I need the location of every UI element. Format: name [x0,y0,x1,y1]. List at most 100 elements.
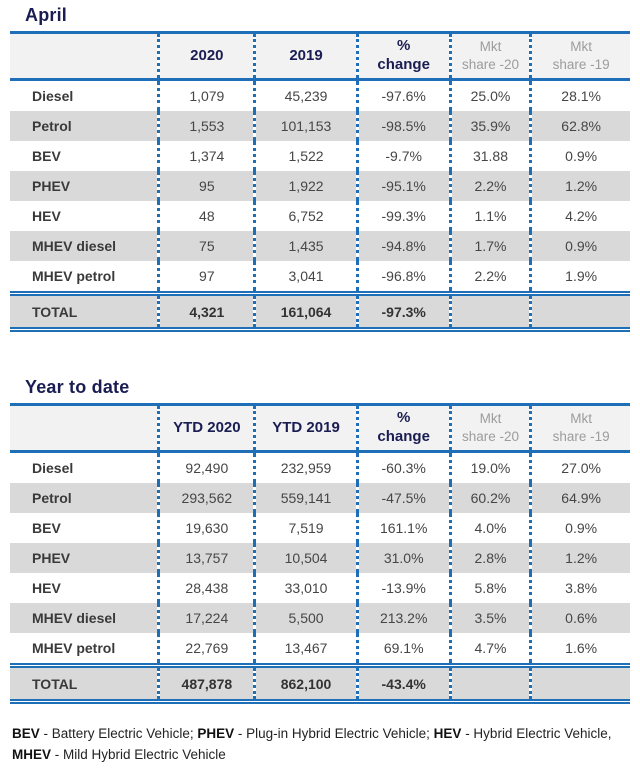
row-label: PHEV [32,178,71,194]
footnote-term-phev: PHEV [197,726,235,741]
data-cell: 31.0% [355,543,451,573]
footnote-term-mhev: MHEV [12,746,52,762]
row-label: MHEV diesel [32,610,117,626]
row-label: BEV [32,148,61,164]
april-table: 2020 2019 % change Mkt share -20 Mkt sha… [10,31,630,332]
row-label: MHEV petrol [32,640,116,656]
total-cell: 4,321 [157,291,255,332]
data-cell: 64.9% [529,483,630,513]
total-cell: 161,064 [253,291,358,332]
data-cell: 1.2% [529,171,630,201]
row-label: Diesel [32,88,74,104]
data-cell: 95 [157,171,255,201]
data-cell: 1.9% [529,261,630,294]
row-label: Petrol [32,118,72,134]
ytd-table: YTD 2020 YTD 2019 % change Mkt share -20… [10,403,630,704]
data-cell: 19,630 [157,513,255,543]
footnote-text: - Hybrid Electric Vehicle, [461,726,612,741]
data-cell: 0.9% [529,513,630,543]
data-cell: -98.5% [355,111,451,141]
total-cell [448,291,531,332]
data-cell: -9.7% [355,141,451,171]
table-row-phev: PHEV 13,757 10,504 31.0% 2.8% 1.2% [10,543,630,573]
data-cell: 10,504 [253,543,358,573]
column-header-2019: 2019 [253,32,358,81]
data-cell: 13,467 [253,633,358,666]
footnote-text: - Plug-in Hybrid Electric Vehicle; [234,726,434,741]
data-cell: 1,435 [253,231,358,261]
column-header-ytd-2020: YTD 2020 [157,404,255,453]
data-cell: 101,153 [253,111,358,141]
total-cell: 487,878 [157,663,255,704]
row-label: MHEV petrol [32,268,116,284]
table-row-bev: BEV 19,630 7,519 161.1% 4.0% 0.9% [10,513,630,543]
data-cell: 22,769 [157,633,255,666]
data-cell: 27.0% [529,451,630,483]
ytd-header-row: YTD 2020 YTD 2019 % change Mkt share -20… [10,404,630,453]
data-cell: 0.9% [529,231,630,261]
row-label: MHEV diesel [32,238,117,254]
data-cell: 75 [157,231,255,261]
data-cell: 1,522 [253,141,358,171]
data-cell: 2.8% [448,543,531,573]
table-row-bev: BEV 1,374 1,522 -9.7% 31.88 0.9% [10,141,630,171]
data-cell: 161.1% [355,513,451,543]
data-cell: 33,010 [253,573,358,603]
table-row-petrol: Petrol 1,553 101,153 -98.5% 35.9% 62.8% [10,111,630,141]
data-cell: 1.1% [448,201,531,231]
data-cell: 60.2% [448,483,531,513]
data-cell: 3.8% [529,573,630,603]
data-cell: 4.0% [448,513,531,543]
column-header-mkt-share-20: Mkt share -20 [448,404,531,453]
row-label: PHEV [32,550,71,566]
total-row: TOTAL 4,321 161,064 -97.3% [10,291,630,332]
data-cell: 0.6% [529,603,630,633]
row-label: Petrol [32,490,72,506]
table-row-diesel: Diesel 1,079 45,239 -97.6% 25.0% 28.1% [10,79,630,111]
data-cell: 559,141 [253,483,358,513]
table-row-hev: HEV 48 6,752 -99.3% 1.1% 4.2% [10,201,630,231]
footnote: BEV - Battery Electric Vehicle; PHEV - P… [12,724,630,766]
data-cell: 45,239 [253,79,358,111]
data-cell: -60.3% [355,451,451,483]
data-cell: 1.7% [448,231,531,261]
column-header-2020: 2020 [157,32,255,81]
data-cell: 1,374 [157,141,255,171]
row-label: HEV [32,580,61,596]
data-cell: 1.6% [529,633,630,666]
data-cell: 5.8% [448,573,531,603]
table-row-diesel: Diesel 92,490 232,959 -60.3% 19.0% 27.0% [10,451,630,483]
data-cell: -96.8% [355,261,451,294]
data-cell: -94.8% [355,231,451,261]
column-header-mkt-share-19: Mkt share -19 [529,404,630,453]
data-cell: -95.1% [355,171,451,201]
data-cell: 3,041 [253,261,358,294]
data-cell: 19.0% [448,451,531,483]
total-label: TOTAL [10,663,159,704]
column-header-pct-change: % change [355,32,451,81]
column-header-mkt-share-19: Mkt share -19 [529,32,630,81]
table-row-mhev-diesel: MHEV diesel 17,224 5,500 213.2% 3.5% 0.6… [10,603,630,633]
total-cell [529,663,630,704]
column-header-pct-change: % change [355,404,451,453]
table-row-petrol: Petrol 293,562 559,141 -47.5% 60.2% 64.9… [10,483,630,513]
data-cell: 3.5% [448,603,531,633]
data-cell: 2.2% [448,261,531,294]
data-cell: 1.2% [529,543,630,573]
data-cell: 31.88 [448,141,531,171]
data-cell: 25.0% [448,79,531,111]
table-row-hev: HEV 28,438 33,010 -13.9% 5.8% 3.8% [10,573,630,603]
data-cell: 69.1% [355,633,451,666]
table-row-mhev-diesel: MHEV diesel 75 1,435 -94.8% 1.7% 0.9% [10,231,630,261]
data-cell: 2.2% [448,171,531,201]
row-label: BEV [32,520,61,536]
data-cell: 0.9% [529,141,630,171]
total-cell [529,291,630,332]
data-cell: 1,553 [157,111,255,141]
footnote-term-hev: HEV [433,726,462,741]
column-header-blank [10,32,159,81]
total-cell: 862,100 [253,663,358,704]
data-cell: 35.9% [448,111,531,141]
data-cell: 17,224 [157,603,255,633]
data-cell: 13,757 [157,543,255,573]
